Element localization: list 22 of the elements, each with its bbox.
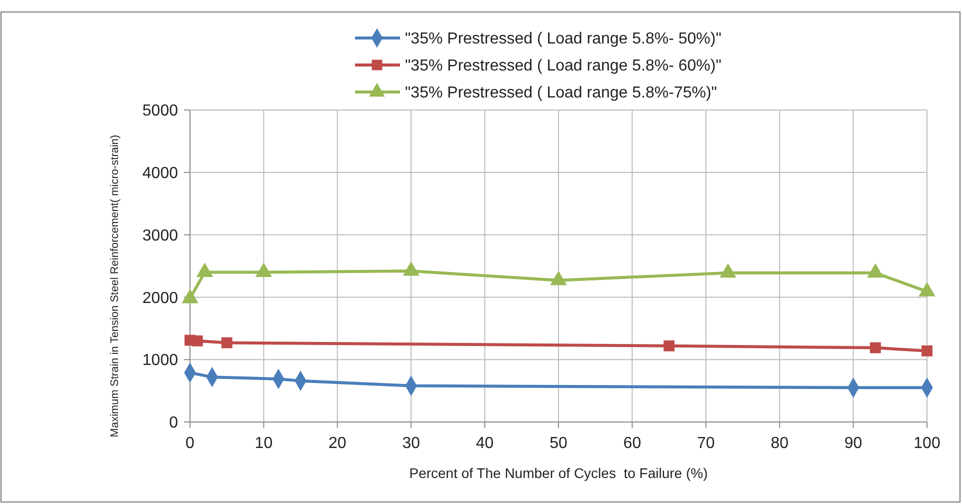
y-tick-label: 0 <box>169 414 178 432</box>
x-tick-label: 90 <box>844 435 862 452</box>
y-tick-label: 2000 <box>142 290 178 307</box>
x-tick-label: 100 <box>914 435 940 452</box>
y-tick-label: 5000 <box>142 102 178 120</box>
x-tick-label: 10 <box>254 435 273 452</box>
legend-label: "35% Prestressed ( Load range 5.8%-75%)" <box>405 84 717 102</box>
y-tick-label: 3000 <box>142 227 178 244</box>
x-tick-label: 30 <box>402 435 420 452</box>
legend-label: "35% Prestressed ( Load range 5.8%- 50%)" <box>405 30 722 48</box>
x-tick-label: 70 <box>697 435 715 452</box>
x-axis-title: Percent of The Number of Cycles to Failure (%) <box>409 465 708 481</box>
x-tick-label: 0 <box>186 435 195 452</box>
x-tick-label: 20 <box>328 435 346 452</box>
y-axis-title: Maximum Strain in Tension Steel Reinforcement( micro-strain) <box>109 134 121 438</box>
x-tick-label: 80 <box>770 435 789 452</box>
y-tick-label: 1000 <box>142 352 178 370</box>
x-tick-label: 60 <box>623 435 642 452</box>
y-tick-label: 4000 <box>142 165 178 182</box>
x-tick-label: 50 <box>550 435 568 452</box>
x-tick-label: 40 <box>476 435 494 452</box>
legend-label: "35% Prestressed ( Load range 5.8%- 60%)" <box>405 58 722 75</box>
